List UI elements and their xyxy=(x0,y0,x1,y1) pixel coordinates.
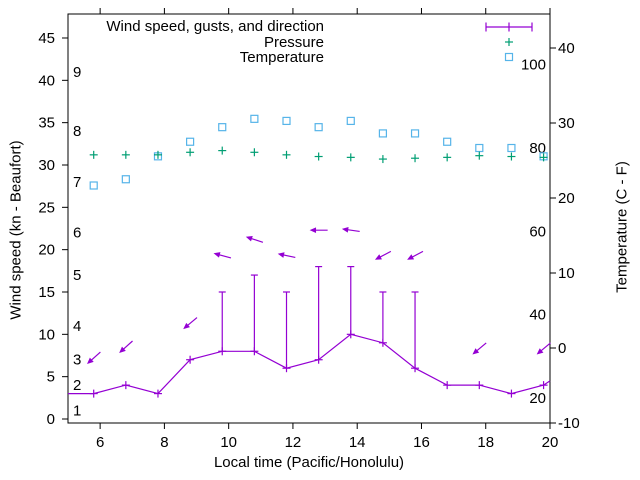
svg-text:18: 18 xyxy=(477,434,494,451)
svg-text:60: 60 xyxy=(529,223,546,240)
svg-text:5: 5 xyxy=(47,369,55,386)
svg-text:20: 20 xyxy=(529,390,546,407)
svg-text:25: 25 xyxy=(38,199,55,216)
svg-text:100: 100 xyxy=(521,57,546,74)
svg-text:2: 2 xyxy=(73,377,81,394)
axes-frame xyxy=(67,13,551,424)
svg-text:40: 40 xyxy=(529,307,546,324)
svg-text:6: 6 xyxy=(73,225,81,242)
svg-text:6: 6 xyxy=(96,434,104,451)
svg-text:0: 0 xyxy=(558,340,566,357)
wind-gust-bars xyxy=(218,265,419,369)
svg-text:0: 0 xyxy=(47,411,55,428)
svg-text:8: 8 xyxy=(160,434,168,451)
svg-text:12: 12 xyxy=(285,434,302,451)
svg-text:1: 1 xyxy=(73,403,81,420)
svg-text:7: 7 xyxy=(73,174,81,191)
wind-direction-arrows xyxy=(87,226,551,365)
svg-text:40: 40 xyxy=(558,40,575,57)
svg-text:3: 3 xyxy=(73,352,81,369)
svg-text:20: 20 xyxy=(558,190,575,207)
svg-text:-10: -10 xyxy=(558,415,580,432)
pressure-series xyxy=(89,146,548,164)
svg-text:16: 16 xyxy=(413,434,430,451)
tick-marks xyxy=(62,8,556,429)
legend-item-pressure: Pressure xyxy=(263,34,324,51)
svg-text:40: 40 xyxy=(38,72,55,89)
svg-text:4: 4 xyxy=(73,318,81,335)
left-axis-title: Wind speed (kn - Beaufort) xyxy=(7,140,25,320)
svg-text:20: 20 xyxy=(542,434,559,451)
svg-text:10: 10 xyxy=(558,265,575,282)
right-axis-title: Temperature (C - F) xyxy=(613,161,631,293)
tick-labels: 6 8 10 12 14 16 18 20051015202530354045-1001020… xyxy=(38,30,579,451)
legend-item-wind: Wind speed, gusts, and direction xyxy=(106,18,324,35)
svg-text:14: 14 xyxy=(349,434,366,451)
svg-text:9: 9 xyxy=(73,64,81,81)
svg-text:35: 35 xyxy=(38,115,55,132)
svg-text:45: 45 xyxy=(38,30,55,47)
svg-text:15: 15 xyxy=(38,284,55,301)
svg-text:10: 10 xyxy=(220,434,237,451)
svg-text:10: 10 xyxy=(38,326,55,343)
wind-point-markers xyxy=(89,330,548,398)
svg-text:8: 8 xyxy=(73,123,81,140)
legend-marker-samples xyxy=(485,22,533,62)
legend-item-temperature: Temperature xyxy=(239,49,324,66)
svg-text:5: 5 xyxy=(73,267,81,284)
svg-text:30: 30 xyxy=(558,115,575,132)
svg-text:30: 30 xyxy=(38,157,55,174)
svg-text:20: 20 xyxy=(38,242,55,259)
temperature-series xyxy=(89,114,548,190)
x-axis-title: Local time (Pacific/Honolulu) xyxy=(213,454,405,471)
